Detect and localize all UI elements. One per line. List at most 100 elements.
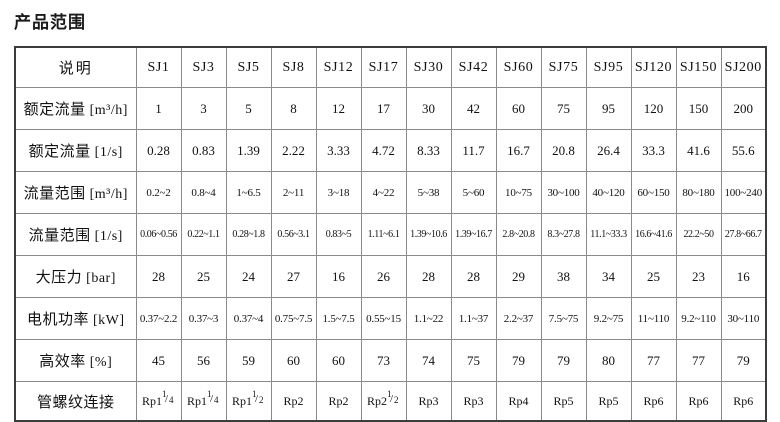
thread-size-base: Rp6 xyxy=(643,393,664,408)
thread-size-fraction: 1/2 xyxy=(252,389,265,406)
data-cell: 33.3 xyxy=(630,129,677,172)
data-cell: 150 xyxy=(675,87,722,130)
data-cell: 3 xyxy=(180,87,227,130)
data-cell: Rp5 xyxy=(540,381,587,422)
row-label-name: 大压力 xyxy=(35,269,83,286)
data-cell: 200 xyxy=(720,87,767,130)
data-cell: 0.28 xyxy=(135,129,182,172)
data-cell: 1.11~6.1 xyxy=(360,213,407,256)
row-label-cell: 管螺纹连接 xyxy=(14,381,137,422)
fraction-numerator: 1 xyxy=(207,388,212,399)
thread-size-base: Rp1 xyxy=(231,393,252,408)
thread-size-base: Rp2 xyxy=(283,393,304,408)
spec-table-container: 说明 SJ1 SJ3 SJ5 SJ8 SJ12 SJ17 SJ30 SJ42 SJ60 SJ75 SJ… xyxy=(14,46,767,422)
data-cell: 3~18 xyxy=(315,171,362,214)
data-cell: 79 xyxy=(720,339,767,382)
row-label-cell: 高效率 [%] xyxy=(14,339,137,382)
data-cell: 16 xyxy=(315,255,362,298)
data-cell: 8.3~27.8 xyxy=(540,213,587,256)
data-cell: 0.56~3.1 xyxy=(270,213,317,256)
data-cell: 4.72 xyxy=(360,129,407,172)
data-cell: Rp1 1/4 xyxy=(135,381,182,422)
table-row: 高效率 [%] 45 56 59 60 60 73 74 75 79 79 80 77 77 79 xyxy=(14,339,767,382)
data-cell: 74 xyxy=(405,339,452,382)
thread-size-base: Rp3 xyxy=(418,393,439,408)
data-cell: 30~100 xyxy=(540,171,587,214)
data-cell: 27 xyxy=(270,255,317,298)
data-cell: 40~120 xyxy=(585,171,632,214)
data-cell: 16.7 xyxy=(495,129,542,172)
data-cell: 77 xyxy=(675,339,722,382)
data-cell: 59 xyxy=(225,339,272,382)
data-cell: 0.8~4 xyxy=(180,171,227,214)
thread-size-base: Rp3 xyxy=(463,393,484,408)
data-cell: 2~11 xyxy=(270,171,317,214)
row-label-unit: [1/s] xyxy=(94,145,123,160)
data-cell: 75 xyxy=(540,87,587,130)
data-cell: 26.4 xyxy=(585,129,632,172)
data-cell: 27.8~66.7 xyxy=(720,213,767,256)
data-cell: Rp4 xyxy=(495,381,542,422)
row-label-name: 流量范围 xyxy=(28,227,91,244)
header-model-cell: SJ200 xyxy=(720,46,767,88)
data-cell: 79 xyxy=(495,339,542,382)
data-cell: 7.5~75 xyxy=(540,297,587,340)
table-header-row: 说明 SJ1 SJ3 SJ5 SJ8 SJ12 SJ17 SJ30 SJ42 SJ60 SJ75 SJ… xyxy=(14,46,767,88)
data-cell: 60 xyxy=(495,87,542,130)
thread-size-base: Rp1 xyxy=(141,393,162,408)
data-cell: 4~22 xyxy=(360,171,407,214)
thread-size-base: Rp6 xyxy=(688,393,709,408)
data-cell: 30~110 xyxy=(720,297,767,340)
page-title: 产品范围 xyxy=(14,13,86,32)
data-cell: 16 xyxy=(720,255,767,298)
header-description-label: 说明 xyxy=(58,60,93,77)
table-row: 大压力 [bar] 28 25 24 27 16 26 28 28 29 38 34 25 23 16 xyxy=(14,255,767,298)
data-cell: 26 xyxy=(360,255,407,298)
header-model-cell: SJ30 xyxy=(405,46,452,88)
data-cell: Rp2 1/2 xyxy=(360,381,407,422)
data-cell: 5~38 xyxy=(405,171,452,214)
data-cell: 29 xyxy=(495,255,542,298)
data-cell: 73 xyxy=(360,339,407,382)
data-cell: 60 xyxy=(270,339,317,382)
data-cell: 77 xyxy=(630,339,677,382)
row-label-name: 流量范围 xyxy=(23,185,86,202)
row-label-unit: [m³/h] xyxy=(89,187,128,202)
data-cell: 2.8~20.8 xyxy=(495,213,542,256)
data-cell: 28 xyxy=(450,255,497,298)
data-cell: Rp6 xyxy=(675,381,722,422)
table-row: 电机功率 [kW] 0.37~2.2 0.37~3 0.37~4 0.75~7.5 1.5~… xyxy=(14,297,767,340)
data-cell: 9.2~110 xyxy=(675,297,722,340)
data-cell: 0.55~15 xyxy=(360,297,407,340)
data-cell: Rp6 xyxy=(720,381,767,422)
data-cell: Rp2 xyxy=(315,381,362,422)
header-model-cell: SJ5 xyxy=(225,46,272,88)
data-cell: Rp1 1/4 xyxy=(180,381,227,422)
data-cell: 5~60 xyxy=(450,171,497,214)
header-model-cell: SJ12 xyxy=(315,46,362,88)
data-cell: 8.33 xyxy=(405,129,452,172)
thread-size-fraction: 1/2 xyxy=(387,389,400,406)
thread-size-base: Rp2 xyxy=(328,393,349,408)
header-model-cell: SJ8 xyxy=(270,46,317,88)
table-row: 流量范围 [m³/h] 0.2~2 0.8~4 1~6.5 2~11 3~18 4~22 5~3… xyxy=(14,171,767,214)
data-cell: 0.2~2 xyxy=(135,171,182,214)
data-cell: 120 xyxy=(630,87,677,130)
row-label-unit: [1/s] xyxy=(94,229,123,244)
row-label-cell: 大压力 [bar] xyxy=(14,255,137,298)
data-cell: 30 xyxy=(405,87,452,130)
fraction-denominator: 2 xyxy=(259,395,264,406)
data-cell: 28 xyxy=(135,255,182,298)
header-model-cell: SJ150 xyxy=(675,46,722,88)
row-label-unit: [%] xyxy=(89,355,113,370)
row-label-name: 额定流量 xyxy=(28,143,91,160)
thread-size-base: Rp6 xyxy=(733,393,754,408)
header-model-cell: SJ120 xyxy=(630,46,677,88)
data-cell: 25 xyxy=(180,255,227,298)
data-cell: 24 xyxy=(225,255,272,298)
data-cell: 2.22 xyxy=(270,129,317,172)
header-model-cell: SJ3 xyxy=(180,46,227,88)
data-cell: Rp6 xyxy=(630,381,677,422)
header-model-cell: SJ95 xyxy=(585,46,632,88)
